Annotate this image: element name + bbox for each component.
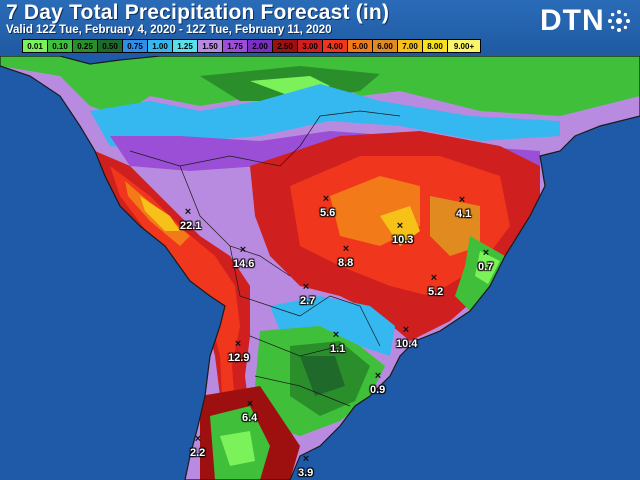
precip-value-label: 2.7 (300, 295, 316, 307)
precip-legend: 0.01 0.10 0.25 0.50 0.75 1.00 1.25 1.50 1.75 2.00… (22, 39, 481, 53)
map-canvas (0, 56, 640, 480)
legend-swatch: 2.50 (273, 40, 298, 52)
legend-swatch: 8.00 (423, 40, 448, 52)
precip-value-label: 8.8 (338, 257, 354, 269)
precip-value-label: 5.2 (428, 286, 444, 298)
precip-shading (0, 56, 640, 480)
precip-value-label: 0.9 (370, 384, 386, 396)
legend-swatch: 9.00+ (448, 40, 480, 52)
dtn-logo: DTN (540, 2, 632, 42)
header-bar: 7 Day Total Precipitation Forecast (in) … (0, 0, 640, 56)
station-marker-icon: × (396, 220, 404, 232)
station-marker-icon: × (246, 398, 254, 410)
station-marker-icon: × (402, 324, 410, 336)
station-marker-icon: × (184, 206, 192, 218)
precip-value-label: 3.9 (298, 467, 314, 479)
station-marker-icon: × (458, 194, 466, 206)
legend-swatch: 3.00 (298, 40, 323, 52)
map-title: 7 Day Total Precipitation Forecast (in) (6, 1, 390, 24)
precip-value-label: 12.9 (228, 352, 250, 364)
precip-value-label: 22.1 (180, 220, 202, 232)
legend-swatch: 1.25 (173, 40, 198, 52)
precip-value-label: 2.2 (190, 447, 206, 459)
station-marker-icon: × (374, 370, 382, 382)
legend-swatch: 6.00 (373, 40, 398, 52)
precip-value-label: 0.7 (478, 261, 494, 273)
legend-swatch: 0.01 (23, 40, 48, 52)
precip-value-label: 5.6 (320, 207, 336, 219)
valid-period: Valid 12Z Tue, February 4, 2020 - 12Z Tu… (6, 24, 332, 36)
legend-swatch: 2.00 (248, 40, 273, 52)
station-marker-icon: × (322, 193, 330, 205)
precip-map: × 22.1 × 5.6 × 4.1 × 10.3 × 14.6 × 8.8 × 0.7 × 5.2 × 2.7 ×… (0, 56, 640, 480)
legend-swatch: 1.00 (148, 40, 173, 52)
station-marker-icon: × (332, 329, 340, 341)
station-marker-icon: × (239, 244, 247, 256)
logo-sun-icon (608, 10, 630, 32)
legend-swatch: 5.00 (348, 40, 373, 52)
precip-value-label: 4.1 (456, 208, 472, 220)
precip-value-label: 10.4 (396, 338, 418, 350)
station-marker-icon: × (194, 433, 202, 445)
precip-value-label: 1.1 (330, 343, 346, 355)
country-borders (129, 110, 401, 407)
precip-value-label: 14.6 (233, 258, 255, 270)
station-marker-icon: × (234, 338, 242, 350)
legend-swatch: 4.00 (323, 40, 348, 52)
logo-text: DTN (540, 4, 605, 37)
legend-swatch: 1.50 (198, 40, 223, 52)
precip-value-label: 6.4 (242, 412, 258, 424)
legend-swatch: 0.50 (98, 40, 123, 52)
legend-swatch: 0.10 (48, 40, 73, 52)
station-marker-icon: × (342, 243, 350, 255)
station-marker-icon: × (302, 453, 310, 465)
legend-swatch: 1.75 (223, 40, 248, 52)
station-marker-icon: × (302, 281, 310, 293)
station-marker-icon: × (430, 272, 438, 284)
legend-swatch: 0.75 (123, 40, 148, 52)
station-marker-icon: × (482, 247, 490, 259)
precip-value-label: 10.3 (392, 234, 414, 246)
legend-swatch: 7.00 (398, 40, 423, 52)
legend-swatch: 0.25 (73, 40, 98, 52)
